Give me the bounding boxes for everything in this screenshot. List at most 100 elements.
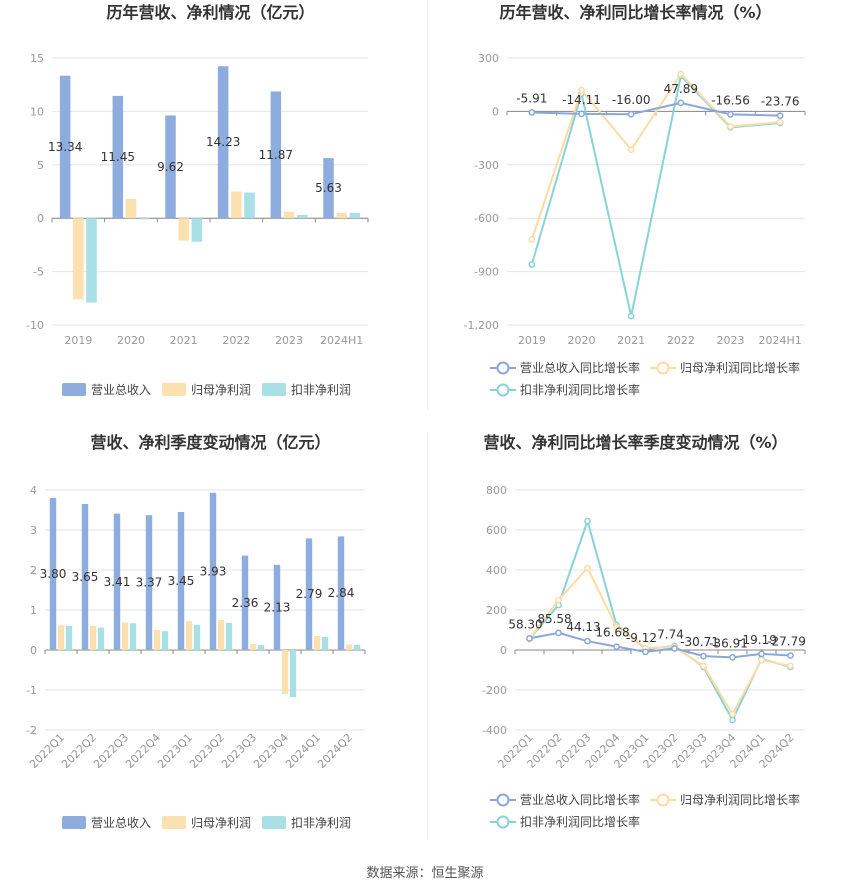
point-revenue_growth bbox=[776, 112, 784, 119]
bar-net_profit bbox=[153, 630, 161, 650]
panel-divider bbox=[427, 432, 428, 840]
y-tick-label: 0 bbox=[492, 105, 499, 118]
bar-revenue bbox=[165, 115, 176, 219]
data-label: 3.80 bbox=[40, 567, 67, 581]
data-label: 3.45 bbox=[168, 574, 195, 588]
data-label: 9.62 bbox=[157, 160, 184, 174]
y-tick-label: 600 bbox=[486, 524, 507, 537]
data-label: -27.79 bbox=[767, 635, 806, 649]
bar-deducted_profit bbox=[296, 214, 308, 219]
point-revenue_growth bbox=[578, 110, 585, 118]
y-tick-label: 15 bbox=[30, 52, 44, 65]
annual-growth-panel: 历年营收、净利同比增长率情况（%） -1,200 -900 -600 -300 0 300 2… bbox=[425, 0, 850, 410]
bar-deducted_profit bbox=[65, 626, 73, 650]
legend-marker-net_profit_growth bbox=[656, 361, 670, 375]
point-deducted_profit_growth bbox=[528, 261, 536, 268]
legend-label-net_profit_growth: 归母净利润同比增长率 bbox=[680, 360, 800, 375]
bar-net_profit bbox=[73, 218, 84, 300]
bar-deducted_profit bbox=[349, 212, 361, 219]
bar-net_profit bbox=[121, 622, 129, 650]
quarterly-amount-panel: 营收、净利季度变动情况（亿元） -2 -1 0 1 2 3 4 2022Q1 2022Q2 2022… bbox=[0, 430, 425, 850]
legend-label-revenue: 营业总收入 bbox=[91, 383, 151, 397]
y-tick-label: 200 bbox=[486, 604, 507, 617]
y-tick-label: -1,200 bbox=[464, 319, 499, 332]
bar-revenue bbox=[305, 538, 313, 650]
x-tick-label: 2021 bbox=[617, 334, 645, 347]
data-label: -14.11 bbox=[562, 93, 601, 107]
bar-revenue bbox=[209, 492, 217, 650]
y-tick-label: -600 bbox=[474, 212, 499, 225]
bar-net_profit bbox=[57, 625, 65, 650]
bar-revenue bbox=[49, 498, 57, 650]
data-label: 3.93 bbox=[200, 564, 227, 578]
y-tick-label: 0 bbox=[30, 644, 37, 657]
bar-deducted_profit bbox=[225, 622, 233, 650]
legend-marker-net_profit_growth bbox=[656, 793, 670, 807]
data-label: 2.13 bbox=[264, 600, 291, 614]
annual-amount-chart: 历年营收、净利情况（亿元） -10 -5 0 5 10 15 2019 2020 2021 2022… bbox=[26, 3, 369, 397]
x-tick-label: 2023 bbox=[717, 334, 745, 347]
x-tick-label: 2024H1 bbox=[320, 334, 363, 347]
bar-revenue bbox=[81, 504, 89, 650]
series-line-revenue_growth bbox=[531, 101, 781, 117]
chart-title: 营收、净利同比增长率季度变动情况（%） bbox=[483, 433, 787, 452]
data-label: -19.19 bbox=[738, 633, 777, 647]
series-line-net_profit_growth bbox=[528, 566, 791, 717]
point-net_profit_growth bbox=[729, 710, 736, 718]
y-tick-label: -1 bbox=[26, 684, 37, 697]
panel-divider bbox=[427, 0, 428, 410]
data-label: 13.34 bbox=[48, 140, 82, 154]
point-net_profit_growth bbox=[555, 596, 562, 604]
chart-title: 历年营收、净利同比增长率情况（%） bbox=[499, 3, 771, 22]
point-revenue_growth bbox=[787, 652, 794, 659]
legend-label-deducted_profit: 扣非净利润 bbox=[291, 816, 351, 830]
y-tick-label: 400 bbox=[486, 564, 507, 577]
y-tick-label: 0 bbox=[500, 644, 507, 657]
bar-deducted_profit bbox=[191, 218, 203, 242]
y-tick-label: 800 bbox=[486, 484, 507, 497]
x-tick-label: 2022 bbox=[667, 334, 695, 347]
bar-revenue bbox=[59, 75, 71, 219]
point-deducted_profit_growth bbox=[729, 716, 736, 724]
legend-label-net_profit_growth: 归母净利润同比增长率 bbox=[680, 792, 800, 807]
bar-deducted_profit bbox=[244, 192, 255, 219]
bar-deducted_profit bbox=[138, 218, 150, 220]
data-label: 47.89 bbox=[664, 82, 698, 96]
point-net_profit_growth bbox=[578, 86, 585, 94]
bar-net_profit bbox=[283, 211, 295, 219]
point-net_profit_growth bbox=[528, 236, 536, 243]
bar-revenue bbox=[337, 536, 345, 650]
data-label: 5.63 bbox=[315, 181, 342, 195]
x-tick-label: 2019 bbox=[64, 334, 92, 347]
legend-marker-deducted_profit_growth bbox=[496, 383, 510, 397]
legend-label-net_profit: 归母净利润 bbox=[191, 816, 251, 830]
legend-swatch-net_profit bbox=[162, 383, 186, 396]
bar-deducted_profit bbox=[257, 645, 265, 650]
point-net_profit_growth bbox=[677, 70, 685, 78]
data-label: -16.00 bbox=[612, 93, 651, 107]
legend-swatch-net_profit bbox=[162, 816, 186, 829]
bar-net_profit bbox=[345, 644, 353, 650]
quarterly-growth-panel: 营收、净利同比增长率季度变动情况（%） -400 -200 0 200 400 600 800… bbox=[425, 430, 850, 850]
bar-deducted_profit bbox=[321, 636, 329, 650]
bar-deducted_profit bbox=[289, 650, 297, 698]
y-tick-label: -10 bbox=[26, 319, 44, 332]
legend-swatch-deducted_profit bbox=[262, 816, 286, 829]
legend-marker-revenue_growth bbox=[496, 793, 510, 807]
y-tick-label: 10 bbox=[30, 105, 44, 118]
bar-revenue bbox=[241, 555, 249, 650]
quarterly-growth-chart: 营收、净利同比增长率季度变动情况（%） -400 -200 0 200 400 600 800… bbox=[482, 433, 806, 829]
quarterly-amount-chart: 营收、净利季度变动情况（亿元）-2-1012342022Q12022Q22022… bbox=[26, 433, 366, 830]
point-revenue_growth bbox=[727, 110, 734, 118]
y-tick-label: -5 bbox=[33, 266, 44, 279]
x-tick-label: 2024H1 bbox=[759, 334, 802, 347]
y-tick-label: -300 bbox=[474, 159, 499, 172]
data-label: 58.30 bbox=[508, 617, 542, 631]
bar-net_profit bbox=[125, 198, 137, 219]
data-label: 3.37 bbox=[136, 576, 163, 590]
bar-net_profit bbox=[178, 218, 189, 241]
legend-label-net_profit: 归母净利润 bbox=[191, 383, 251, 397]
data-label: -36.91 bbox=[709, 636, 748, 650]
legend-swatch-revenue bbox=[62, 383, 86, 396]
point-net_profit_growth bbox=[627, 146, 635, 154]
